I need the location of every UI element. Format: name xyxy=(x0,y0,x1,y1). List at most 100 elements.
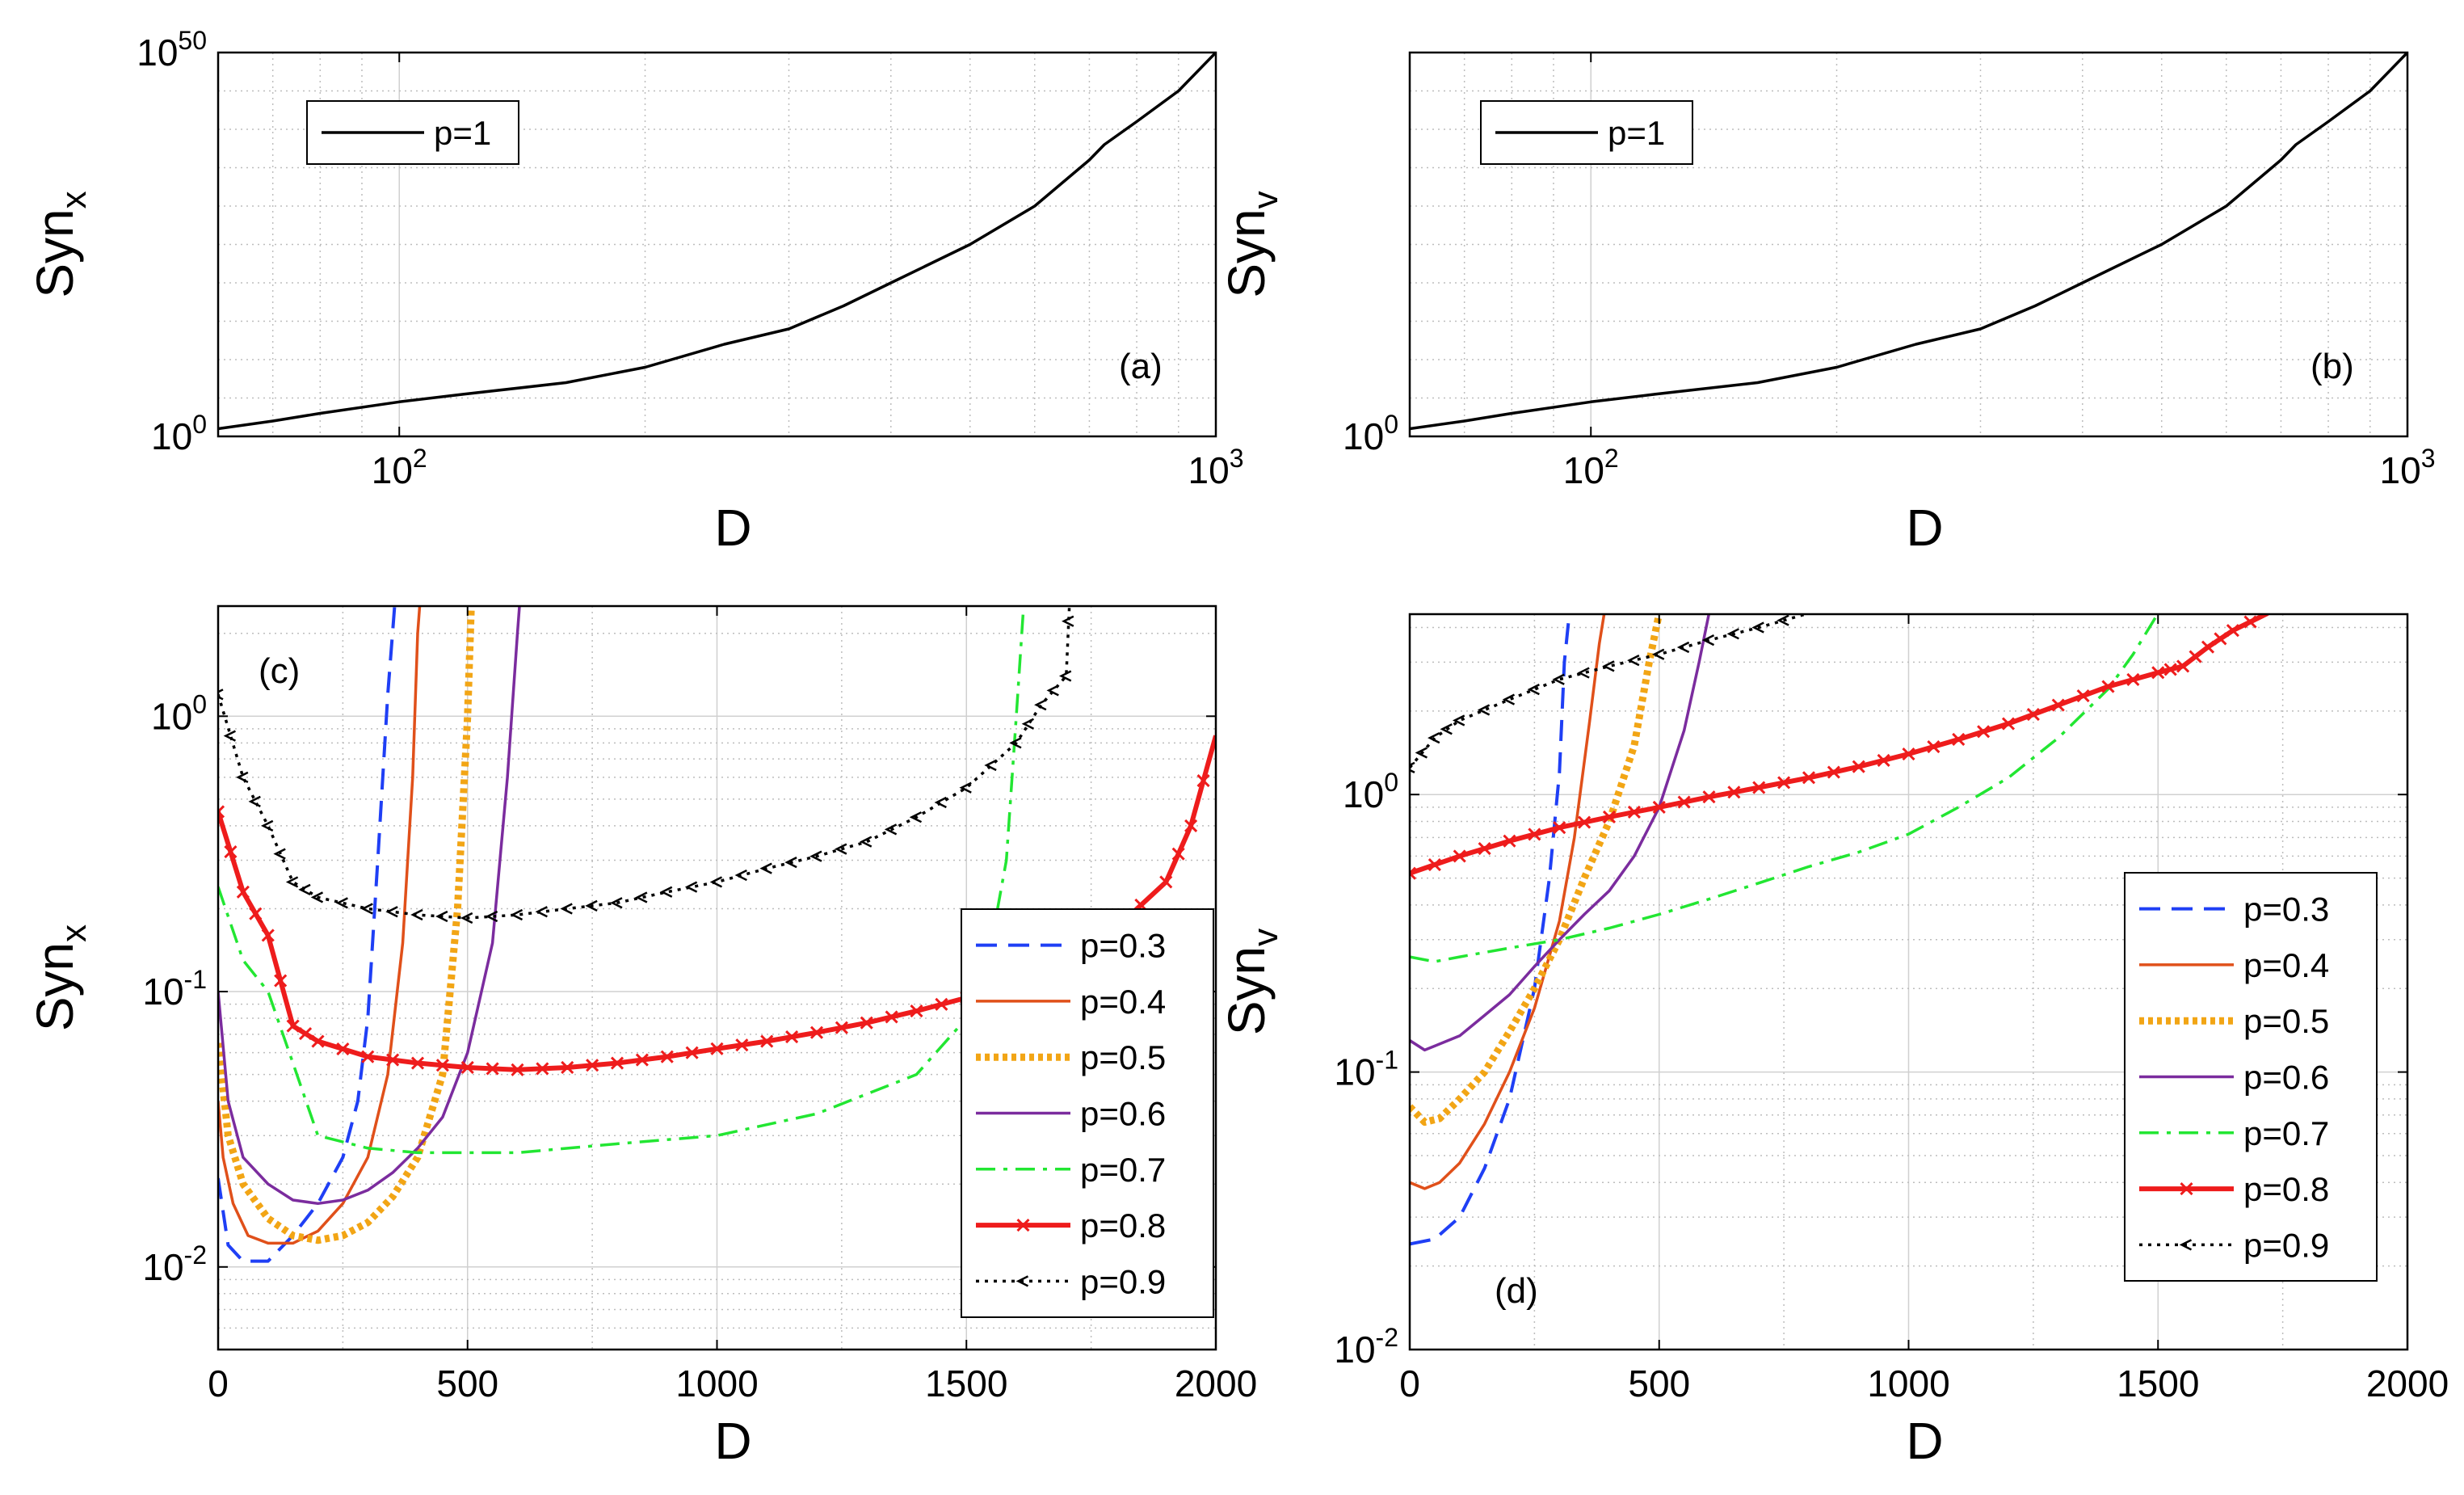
series-line-p=0.8 xyxy=(1410,614,2269,876)
x-tick-label: 1500 xyxy=(2117,1362,2199,1404)
data-point-marker xyxy=(1477,704,1491,716)
panel-label: (b) xyxy=(2311,347,2354,386)
data-point-marker xyxy=(485,910,498,923)
legend-label: p=0.3 xyxy=(2243,891,2329,929)
legend-marker xyxy=(2180,1182,2193,1196)
legend-label: p=0.4 xyxy=(1080,983,1166,1021)
data-point-marker xyxy=(635,891,648,903)
data-point-marker xyxy=(2076,689,2090,703)
data-point-marker xyxy=(335,897,348,909)
data-point-marker xyxy=(298,883,311,896)
data-point-marker xyxy=(274,974,288,988)
data-point-marker xyxy=(2226,624,2239,638)
panel-b: 102 103 100 D Synv (b) p=1 xyxy=(1217,51,2436,557)
data-point-marker xyxy=(1021,718,1034,730)
data-point-marker xyxy=(273,848,286,860)
data-point-marker xyxy=(1777,776,1791,790)
data-point-marker xyxy=(1602,810,1617,824)
data-point-marker xyxy=(1727,785,1741,799)
data-point-marker xyxy=(561,1060,574,1075)
data-point-marker xyxy=(660,1050,674,1063)
legend-label: p=0.9 xyxy=(2243,1226,2329,1264)
x-axis-title: D xyxy=(714,1412,751,1470)
x-tick-label: 1000 xyxy=(675,1362,758,1404)
data-point-marker xyxy=(1802,771,1816,785)
data-point-marker xyxy=(410,1056,425,1070)
x-tick-label: 103 xyxy=(2380,444,2436,491)
data-point-marker xyxy=(385,906,398,918)
grid-lines xyxy=(217,53,1217,436)
data-point-marker xyxy=(236,885,250,899)
series-line-p=0.9 xyxy=(218,606,1071,920)
data-point-marker xyxy=(809,1025,824,1039)
data-point-marker xyxy=(535,906,548,918)
data-point-marker xyxy=(1453,849,1466,863)
data-point-marker xyxy=(1410,761,1415,774)
data-point-marker xyxy=(1677,795,1691,809)
data-point-marker xyxy=(684,881,698,893)
data-point-marker xyxy=(835,1021,848,1034)
data-point-marker xyxy=(835,843,847,855)
data-point-marker xyxy=(909,811,923,823)
data-point-marker xyxy=(1415,747,1428,759)
data-point-marker xyxy=(286,1019,300,1033)
x-axis-title: D xyxy=(1906,499,1943,557)
series-line-p=1 xyxy=(218,53,1216,431)
x-tick-label: 102 xyxy=(1563,444,1619,491)
data-point-marker xyxy=(709,876,723,888)
data-point-marker xyxy=(2201,640,2215,654)
data-point-marker xyxy=(1726,628,1739,640)
data-point-marker xyxy=(1852,760,1865,773)
data-point-marker xyxy=(223,730,236,742)
y-axis-title: Synx xyxy=(26,191,94,297)
y-tick-label: 100 xyxy=(151,689,207,737)
data-point-marker xyxy=(685,1046,699,1059)
legend: p=0.3 p=0.4 p=0.5 p=0.6 p=0.7 p=0.8 p=0.9 xyxy=(2124,872,2378,1282)
legend-label: p=0.7 xyxy=(2243,1114,2329,1152)
series-line-p=0.5 xyxy=(1410,614,1663,1127)
data-point-marker xyxy=(759,862,772,874)
data-point-marker xyxy=(285,876,299,888)
data-point-marker xyxy=(1452,714,1465,726)
data-point-marker xyxy=(859,836,872,848)
data-point-marker xyxy=(1651,648,1665,660)
data-point-marker xyxy=(218,689,224,701)
data-point-marker xyxy=(2163,663,2177,676)
data-point-marker xyxy=(635,1053,649,1067)
data-point-marker xyxy=(1927,739,1941,754)
panel-label: (a) xyxy=(1119,347,1163,386)
data-point-marker xyxy=(1602,660,1615,672)
data-point-marker xyxy=(310,891,324,903)
data-point-marker xyxy=(218,805,225,819)
y-tick-label: 100 xyxy=(151,410,207,457)
x-axis-title: D xyxy=(714,499,751,557)
y-tick-label: 100 xyxy=(1343,768,1398,815)
data-point-marker xyxy=(1159,875,1173,889)
y-axis-title: Synv xyxy=(1217,929,1285,1035)
legend-marker xyxy=(1016,1219,1030,1232)
data-point-marker xyxy=(1503,834,1516,848)
data-point-marker xyxy=(2243,615,2257,629)
data-point-marker xyxy=(1196,774,1210,788)
legend-label: p=0.7 xyxy=(1080,1151,1166,1189)
x-tick-label: 500 xyxy=(436,1362,498,1404)
data-point-marker xyxy=(1578,815,1592,829)
data-point-marker xyxy=(260,819,274,832)
legend-label: p=0.6 xyxy=(1080,1095,1166,1133)
x-tick-label: 1500 xyxy=(925,1362,1007,1404)
data-point-marker xyxy=(410,908,423,921)
x-axis-title: D xyxy=(1906,1412,1943,1470)
axes-frame xyxy=(1408,51,2409,438)
legend: p=1 xyxy=(1480,100,1693,165)
data-point-marker xyxy=(486,1062,499,1076)
x-tick-label: 2000 xyxy=(1175,1362,1257,1404)
data-point-marker xyxy=(935,997,948,1011)
legend-label: p=1 xyxy=(1608,114,1665,152)
data-point-marker xyxy=(1428,857,1441,872)
data-point-marker xyxy=(934,796,947,809)
data-point-marker xyxy=(586,1059,599,1072)
data-point-marker xyxy=(236,771,249,784)
series-line-p=0.4 xyxy=(1410,614,1606,1190)
data-point-marker xyxy=(536,1062,549,1076)
x-tick-label: 2000 xyxy=(2366,1362,2449,1404)
